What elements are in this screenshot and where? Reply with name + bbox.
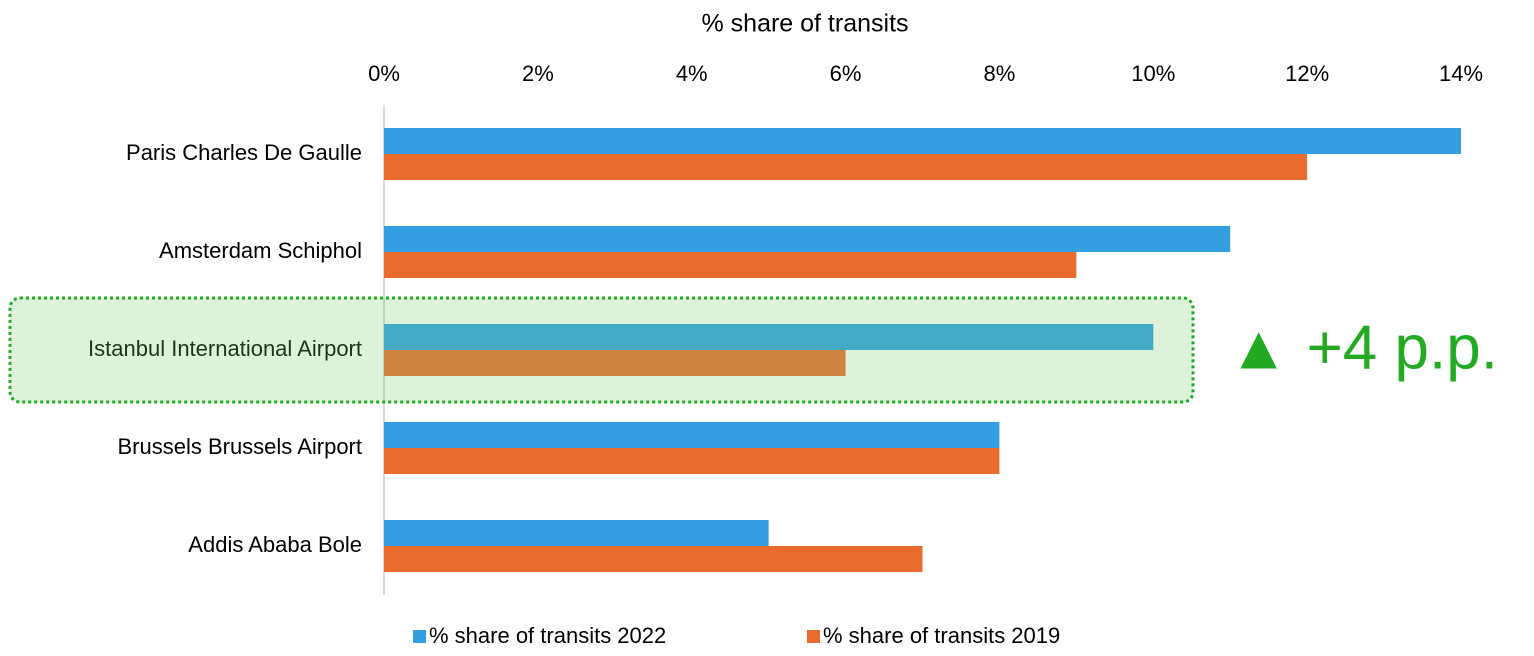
legend-label: % share of transits 2022 <box>429 623 666 648</box>
highlight-box <box>8 296 1195 404</box>
legend-label: % share of transits 2019 <box>823 623 1060 648</box>
bar <box>384 546 923 572</box>
x-tick-label: 6% <box>830 61 862 86</box>
x-tick-label: 14% <box>1439 61 1483 86</box>
annotation: ▲ +4 p.p. <box>1228 313 1498 382</box>
x-tick-label: 0% <box>368 61 400 86</box>
x-tick-label: 8% <box>984 61 1016 86</box>
bar <box>384 128 1461 154</box>
y-tick-label: Amsterdam Schiphol <box>159 238 362 263</box>
bar <box>384 252 1077 278</box>
y-tick-label: Brussels Brussels Airport <box>117 434 362 459</box>
bar <box>384 324 1154 350</box>
axis-title: % share of transits <box>701 10 908 38</box>
bar <box>384 154 1308 180</box>
legend-swatch <box>413 630 426 643</box>
x-tick-label: 2% <box>522 61 554 86</box>
y-tick-label: Addis Ababa Bole <box>188 532 362 557</box>
bar <box>384 226 1231 252</box>
bar <box>384 422 1000 448</box>
x-tick-label: 4% <box>676 61 708 86</box>
bar <box>384 448 1000 474</box>
y-tick-label: Paris Charles De Gaulle <box>126 140 362 165</box>
bar <box>384 520 769 546</box>
x-tick-label: 10% <box>1131 61 1175 86</box>
y-tick-label: Istanbul International Airport <box>88 336 362 361</box>
legend-swatch <box>807 630 820 643</box>
x-tick-label: 12% <box>1285 61 1329 86</box>
bar <box>384 350 846 376</box>
